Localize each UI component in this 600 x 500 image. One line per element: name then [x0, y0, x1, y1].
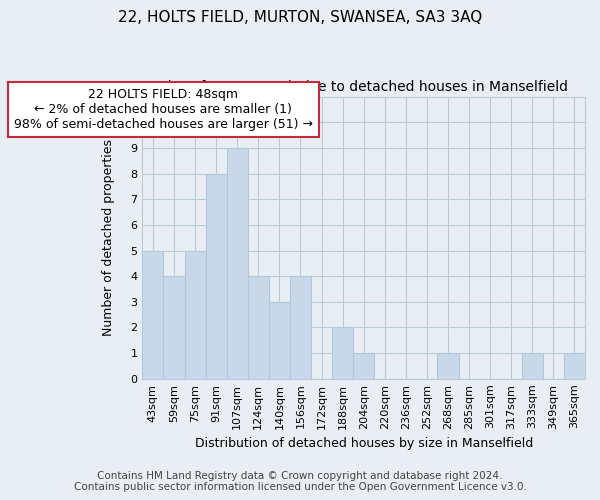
- Bar: [522, 353, 543, 379]
- Y-axis label: Number of detached properties: Number of detached properties: [102, 139, 115, 336]
- Bar: [564, 353, 585, 379]
- Bar: [227, 148, 248, 379]
- Title: Size of property relative to detached houses in Manselfield: Size of property relative to detached ho…: [159, 80, 568, 94]
- Text: 22 HOLTS FIELD: 48sqm
← 2% of detached houses are smaller (1)
98% of semi-detach: 22 HOLTS FIELD: 48sqm ← 2% of detached h…: [14, 88, 313, 131]
- Bar: [269, 302, 290, 379]
- Bar: [185, 250, 206, 379]
- Bar: [163, 276, 185, 379]
- Bar: [437, 353, 458, 379]
- Bar: [332, 328, 353, 379]
- Text: Contains HM Land Registry data © Crown copyright and database right 2024.
Contai: Contains HM Land Registry data © Crown c…: [74, 471, 526, 492]
- Bar: [206, 174, 227, 379]
- Bar: [290, 276, 311, 379]
- Bar: [248, 276, 269, 379]
- Bar: [142, 250, 163, 379]
- Text: 22, HOLTS FIELD, MURTON, SWANSEA, SA3 3AQ: 22, HOLTS FIELD, MURTON, SWANSEA, SA3 3A…: [118, 10, 482, 25]
- Bar: [353, 353, 374, 379]
- X-axis label: Distribution of detached houses by size in Manselfield: Distribution of detached houses by size …: [194, 437, 533, 450]
